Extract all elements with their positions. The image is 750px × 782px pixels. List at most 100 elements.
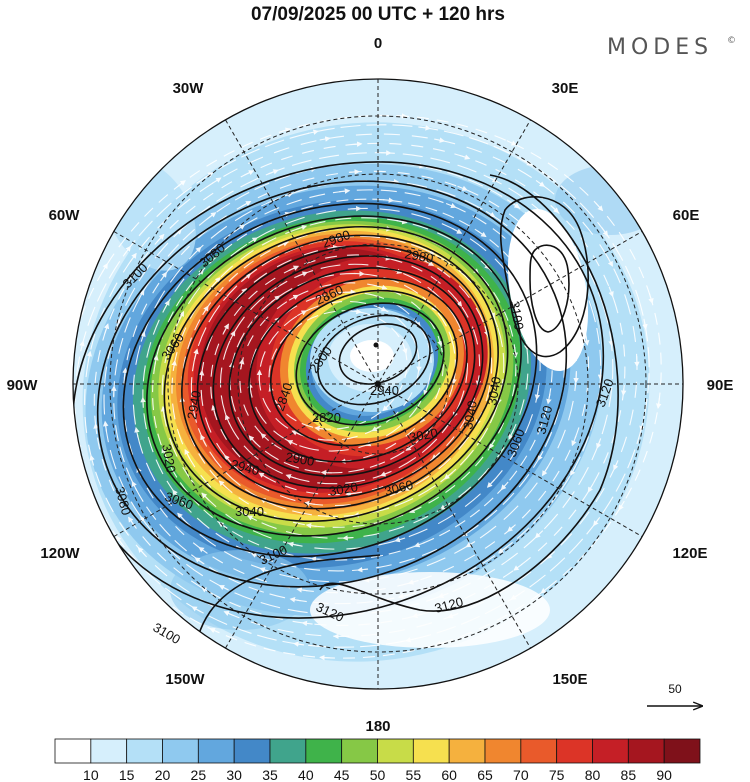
wind-arrow: [270, 295, 281, 303]
wind-arrow: [620, 384, 627, 396]
wind-arrow: [138, 289, 145, 300]
wind-arrow: [388, 178, 400, 185]
wind-arrow: [595, 202, 604, 212]
streamline-12: [152, 198, 553, 561]
speed-pocket-south: [310, 572, 550, 648]
colorbar-swatch: [592, 738, 629, 764]
colorbar-tick-label: 85: [621, 767, 637, 782]
wind-arrow: [293, 641, 305, 647]
wind-arrow: [137, 547, 146, 556]
wind-arrow: [371, 425, 382, 432]
map-title: 07/09/2025 00 UTC + 120 hrs: [251, 4, 505, 25]
wind-arrow: [424, 249, 436, 255]
wind-arrow: [618, 500, 625, 511]
wind-arrow: [327, 244, 339, 251]
wind-arrow: [194, 557, 204, 565]
height-contour-10: [146, 215, 522, 537]
lon-label-60e: 60E: [673, 207, 700, 224]
wind-arrow: [485, 210, 496, 218]
wind-arrow: [171, 359, 177, 372]
wind-arrow: [553, 279, 560, 291]
streamline-6: [210, 254, 481, 496]
wind-arrow: [571, 435, 577, 447]
wind-arrow: [423, 385, 429, 396]
height-contour-8: [181, 234, 499, 510]
wind-arrow: [483, 325, 490, 337]
wind-arrow: [535, 180, 546, 187]
wind-arrow: [396, 113, 408, 119]
colorbar-tick-label: 20: [155, 767, 171, 782]
colorbar-swatch: [233, 738, 271, 764]
lon-label-30w: 30W: [173, 80, 205, 97]
wind-arrow: [250, 552, 262, 558]
wind-arrow: [573, 372, 579, 384]
colorbar-swatch: [54, 738, 92, 764]
brand-mark: ©: [727, 36, 736, 46]
wind-arrow: [307, 129, 319, 135]
wind-arrow: [296, 587, 308, 593]
colorbar-swatch: [90, 738, 128, 764]
colorbar-swatch: [627, 738, 665, 764]
wind-arrow: [218, 585, 229, 591]
wind-arrow: [160, 405, 167, 417]
wind-arrow: [172, 489, 180, 499]
wind-arrow: [229, 330, 236, 341]
wind-arrow: [244, 170, 255, 176]
lon-label-150w: 150W: [165, 671, 205, 688]
wind-arrow: [434, 137, 446, 143]
colorbar-tick-label: 65: [477, 767, 493, 782]
wind-arrow: [538, 301, 544, 312]
colorbar-tick-label: 50: [370, 767, 386, 782]
colorbar-tick-label: 80: [585, 767, 601, 782]
lon-label-30e: 30E: [552, 80, 579, 97]
wind-arrow: [93, 423, 99, 435]
wind-arrow: [583, 334, 590, 346]
wind-arrow: [409, 507, 420, 513]
colorbar-swatch: [341, 738, 378, 764]
wind-arrow: [235, 224, 246, 231]
wind-arrow: [351, 141, 363, 147]
wind-arrow: [577, 274, 583, 285]
wind-arrow: [655, 397, 662, 410]
longitude-labels: 0 30E 60E 90E 120E 150E 180 150W 120W 90…: [7, 35, 734, 735]
wind-arrow: [297, 271, 308, 277]
wind-arrow: [134, 426, 140, 438]
wind-arrow: [173, 228, 182, 238]
wind-arrow: [153, 354, 159, 366]
colorbar-swatch: [269, 738, 307, 764]
wind-arrow: [248, 237, 258, 244]
wind-arrow: [550, 205, 560, 214]
colorbar-tick-label: 35: [262, 767, 278, 782]
wind-arrow: [481, 261, 490, 270]
wind-arrow: [184, 448, 191, 459]
wind-arrow: [115, 535, 123, 545]
contour-label: 3040: [460, 399, 480, 430]
wind-arrow: [73, 469, 79, 481]
wind-arrow: [101, 263, 108, 273]
wind-arrow: [512, 346, 519, 359]
contour-label: 2940: [370, 383, 399, 398]
height-contour-0: [338, 323, 418, 385]
wind-arrow: [383, 197, 395, 203]
contour-label: 2940: [184, 389, 204, 420]
wind-arrow: [305, 522, 317, 529]
wind-arrow: [89, 454, 95, 466]
colorbar-swatch: [377, 738, 414, 764]
contour-label: 3020: [328, 479, 359, 499]
wind-arrow: [207, 212, 217, 220]
wind-arrow: [348, 169, 360, 175]
wind-arrow: [238, 288, 248, 297]
colorbar-swatch: [305, 738, 343, 764]
contour-label: 3100: [507, 300, 527, 331]
wind-arrow: [211, 177, 222, 184]
height-contour-5: [228, 267, 476, 477]
wind-arrow: [296, 310, 307, 317]
low-center-marker: [373, 342, 379, 348]
wind-arrow: [522, 295, 528, 306]
height-contour-6: [212, 255, 484, 489]
wind-arrow: [608, 286, 614, 298]
wind-arrow: [461, 529, 472, 537]
wind-arrow: [201, 492, 210, 501]
wind-arrow: [431, 452, 441, 460]
